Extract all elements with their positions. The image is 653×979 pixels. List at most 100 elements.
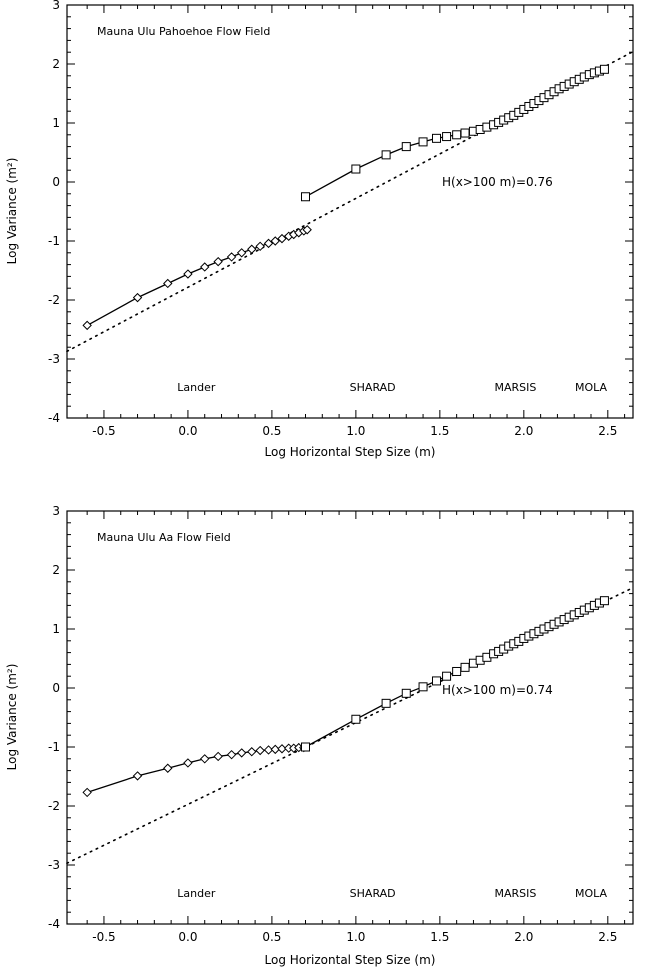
y-tick-label: -1 (48, 234, 60, 248)
y-tick-label: 1 (52, 116, 60, 130)
fit-line (66, 586, 634, 865)
diamond-marker (213, 751, 223, 762)
y-tick-label: 0 (52, 175, 60, 189)
diamond-marker (255, 745, 265, 756)
ticks-group (67, 510, 633, 925)
diamond-marker (200, 754, 210, 764)
diamond-marker (163, 763, 173, 773)
fit-annotation: H(x>100 m)=0.74 (442, 683, 553, 697)
diamond-marker (226, 749, 237, 760)
y-tick-label: 2 (52, 563, 60, 577)
diamond-marker (247, 747, 257, 757)
diamond-marker (247, 244, 257, 254)
y-tick-label: 0 (52, 681, 60, 695)
aa-chart-panel: -0.5 0.0 0.5 1.0 1.5 2.0 2.5 -4 -3 -2 -1 0 1 2 3 Maun… (5, 504, 634, 967)
x-tick-label: 2.0 (514, 424, 533, 438)
square-marker (442, 132, 452, 142)
x-tick-label: 1.0 (346, 424, 365, 438)
instrument-label: Lander (177, 381, 216, 394)
diamond-marker (255, 241, 265, 252)
y-tick-label: -4 (48, 411, 60, 425)
diamond-marker (302, 225, 312, 235)
data-markers (82, 596, 609, 798)
diamond-marker (270, 744, 280, 755)
x-tick-label: 1.5 (430, 424, 449, 438)
square-marker (351, 164, 361, 174)
ticks-group (67, 4, 633, 419)
x-tick-label: 2.5 (598, 424, 617, 438)
diamond-marker (183, 269, 193, 279)
y-tick-labels: -4 -3 -2 -1 0 1 2 3 (48, 504, 60, 931)
diamond-marker (236, 248, 247, 258)
x-tick-label: 1.5 (430, 930, 449, 944)
instrument-labels: Lander SHARAD MARSIS MOLA (177, 381, 607, 394)
x-tick-labels: -0.5 0.0 0.5 1.0 1.5 2.0 2.5 (92, 930, 617, 944)
plot-frame (66, 510, 634, 925)
plot-frame (66, 4, 634, 419)
square-marker (418, 682, 428, 692)
chart-title: Mauna Ulu Pahoehoe Flow Field (97, 25, 270, 38)
diamond-marker (263, 238, 274, 249)
x-tick-label: 1.0 (346, 930, 365, 944)
diamond-marker (226, 252, 237, 262)
instrument-labels: Lander SHARAD MARSIS MOLA (177, 887, 607, 900)
y-tick-label: -2 (48, 799, 60, 813)
diamond-marker (200, 262, 210, 272)
square-marker (381, 698, 391, 708)
y-tick-label: 3 (52, 0, 60, 12)
diamond-marker (163, 278, 173, 289)
instrument-label: MARSIS (494, 887, 536, 900)
diamond-marker (263, 745, 274, 755)
chart-title: Mauna Ulu Aa Flow Field (97, 531, 231, 544)
instrument-label: MOLA (575, 887, 608, 900)
square-marker (381, 150, 391, 160)
x-tick-label: -0.5 (92, 930, 115, 944)
y-tick-label: 2 (52, 57, 60, 71)
x-tick-label: 2.5 (598, 930, 617, 944)
instrument-label: MOLA (575, 381, 608, 394)
data-markers (82, 64, 609, 331)
lander-series-line (86, 746, 304, 794)
diamond-marker (82, 320, 92, 331)
instrument-label: SHARAD (350, 887, 396, 900)
square-marker (431, 133, 441, 143)
diamond-marker (132, 292, 143, 303)
square-marker (452, 666, 462, 676)
instrument-label: SHARAD (350, 381, 396, 394)
square-marker (460, 662, 470, 672)
pahoehoe-chart-panel: -0.5 0.0 0.5 1.0 1.5 2.0 2.5 -4 -3 -2 -1 0 1 2 3 Maun… (5, 0, 634, 459)
x-axis-label: Log Horizontal Step Size (m) (265, 953, 436, 967)
fit-annotation: H(x>100 m)=0.76 (442, 175, 553, 189)
diamond-marker (213, 256, 223, 267)
diamond-marker (270, 236, 280, 246)
diamond-marker (132, 771, 143, 781)
x-tick-label: 0.0 (178, 930, 197, 944)
x-tick-labels: -0.5 0.0 0.5 1.0 1.5 2.0 2.5 (92, 424, 617, 438)
square-marker (401, 688, 411, 698)
y-tick-label: -3 (48, 352, 60, 366)
square-marker (300, 192, 310, 202)
diamond-marker (82, 787, 92, 798)
y-tick-label: -1 (48, 740, 60, 754)
square-marker (300, 742, 310, 752)
x-tick-label: 0.5 (262, 424, 281, 438)
diamond-marker (277, 233, 287, 244)
y-tick-label: 1 (52, 622, 60, 636)
x-tick-label: 2.0 (514, 930, 533, 944)
square-marker (418, 137, 428, 147)
instrument-label: MARSIS (494, 381, 536, 394)
x-tick-label: -0.5 (92, 424, 115, 438)
y-tick-label: -2 (48, 293, 60, 307)
square-marker (442, 671, 452, 681)
y-tick-label: -4 (48, 917, 60, 931)
square-marker (452, 130, 462, 140)
y-axis-label: Log Variance (m²) (5, 158, 19, 265)
y-tick-labels: -4 -3 -2 -1 0 1 2 3 (48, 0, 60, 425)
diamond-marker (236, 748, 247, 758)
diamond-marker (183, 758, 193, 768)
y-tick-label: 3 (52, 504, 60, 518)
diamond-marker (277, 744, 287, 754)
square-marker (599, 64, 609, 74)
square-marker (431, 676, 441, 686)
